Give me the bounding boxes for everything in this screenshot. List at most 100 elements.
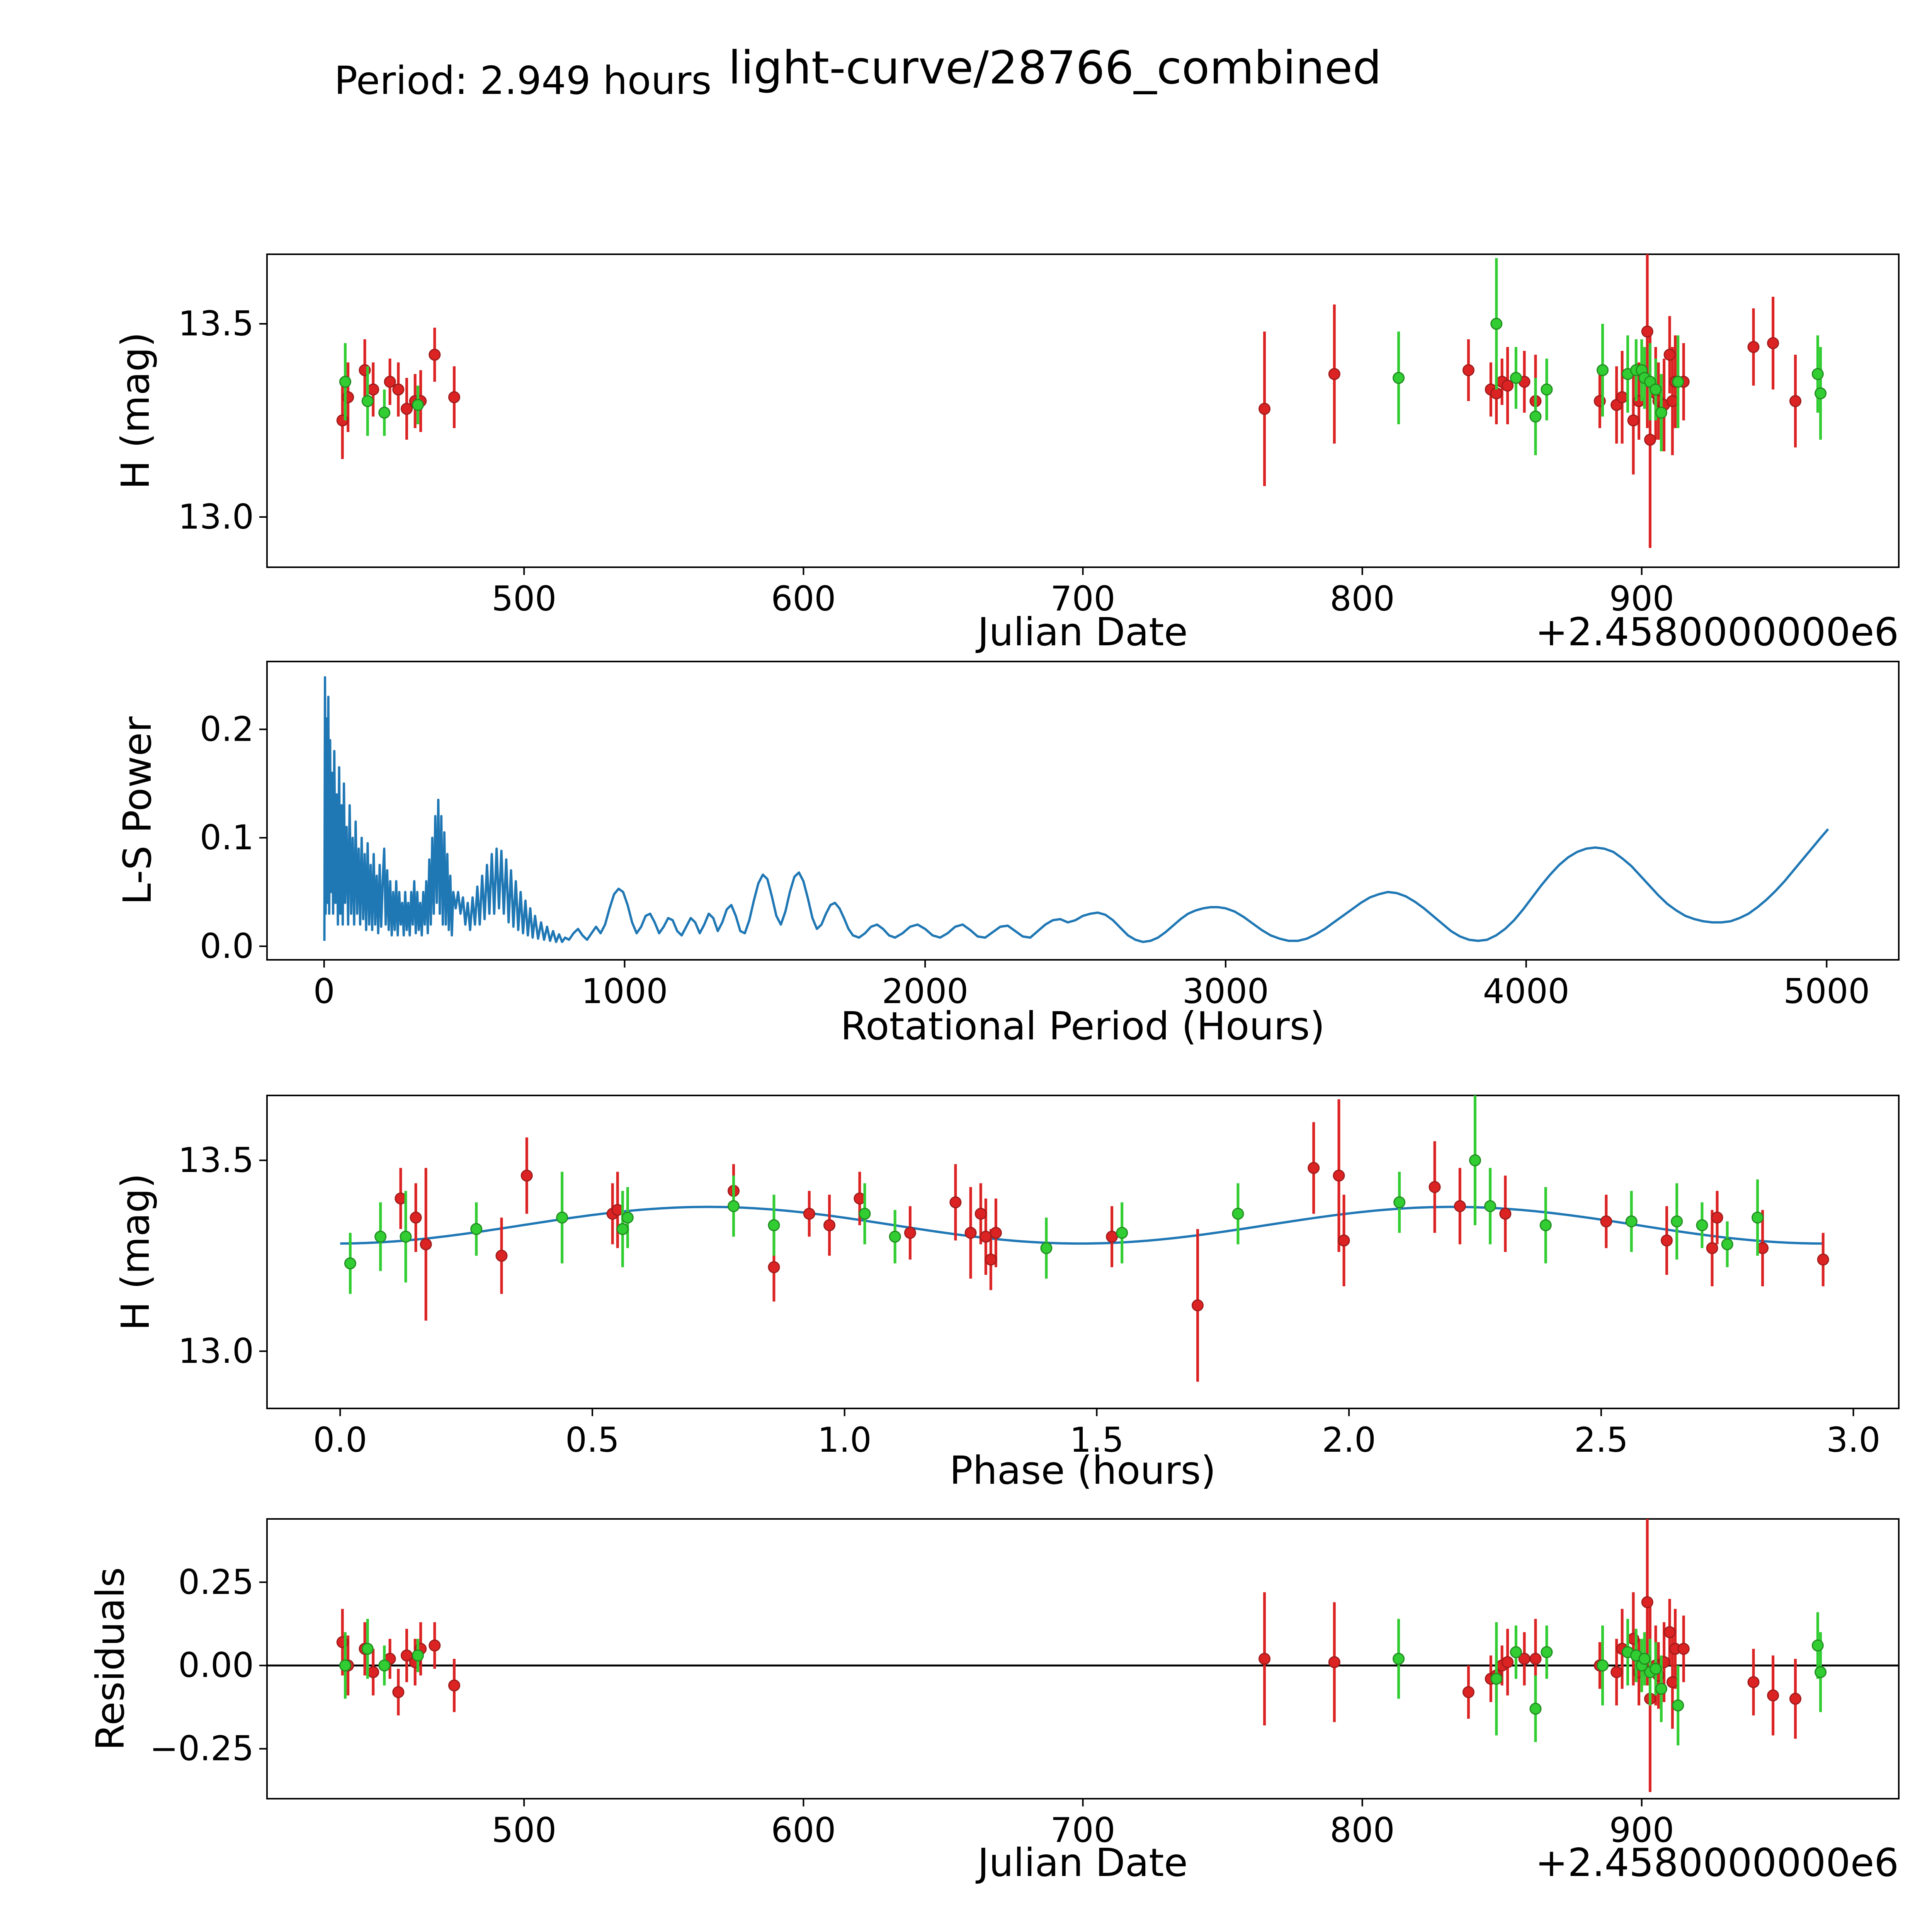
red-data-point bbox=[1600, 1215, 1612, 1228]
red-data-point bbox=[1338, 1234, 1350, 1247]
red-data-point bbox=[1611, 1666, 1623, 1678]
red-data-point bbox=[1490, 387, 1503, 400]
x-tick-label: 1.0 bbox=[818, 1420, 872, 1460]
x-tick-label: 4000 bbox=[1483, 971, 1570, 1011]
green-data-point bbox=[1655, 406, 1667, 419]
green-data-point bbox=[1625, 1215, 1638, 1228]
y-tick-label: 0.00 bbox=[178, 1645, 254, 1685]
x-tick-label: 900 bbox=[1609, 1810, 1674, 1850]
x-offset-label-bottom: +2.4580000000e6 bbox=[1535, 1840, 1899, 1885]
red-data-point bbox=[964, 1227, 977, 1239]
red-data-point bbox=[1462, 364, 1475, 376]
x-tick-label: 0.5 bbox=[565, 1420, 619, 1460]
red-data-point bbox=[1259, 403, 1271, 415]
x-tick-label: 2.0 bbox=[1322, 1420, 1376, 1460]
red-data-point bbox=[1529, 1653, 1542, 1665]
x-tick-label: 3000 bbox=[1182, 971, 1269, 1011]
period-annotation: Period: 2.949 hours bbox=[334, 58, 712, 103]
red-data-point bbox=[1767, 1689, 1779, 1702]
red-data-point bbox=[1429, 1181, 1441, 1193]
red-data-point bbox=[1677, 1643, 1690, 1655]
red-data-point bbox=[384, 376, 396, 388]
green-data-point bbox=[728, 1200, 740, 1212]
red-data-point bbox=[1789, 395, 1801, 407]
red-data-point bbox=[949, 1196, 962, 1209]
red-data-point bbox=[980, 1230, 992, 1243]
green-data-point bbox=[1484, 1200, 1497, 1212]
green-data-point bbox=[339, 1659, 351, 1672]
green-data-point bbox=[1811, 368, 1824, 380]
red-data-point bbox=[1462, 1686, 1475, 1698]
green-data-point bbox=[889, 1230, 901, 1243]
green-data-point bbox=[1672, 1699, 1684, 1712]
red-data-point bbox=[429, 349, 441, 361]
green-data-point bbox=[1650, 383, 1662, 396]
xlabel-rotational-period: Rotational Period (Hours) bbox=[840, 1003, 1325, 1049]
red-data-point bbox=[1666, 395, 1679, 407]
red-data-point bbox=[1502, 379, 1514, 392]
x-tick-label: 500 bbox=[492, 1810, 556, 1850]
red-data-point bbox=[975, 1208, 987, 1220]
red-data-point bbox=[1644, 434, 1656, 446]
red-data-point bbox=[367, 383, 379, 396]
red-data-point bbox=[448, 1679, 460, 1692]
red-data-point bbox=[1641, 325, 1653, 338]
green-data-point bbox=[1751, 1211, 1764, 1224]
green-data-point bbox=[1393, 1653, 1405, 1665]
green-data-point bbox=[1596, 364, 1609, 376]
x-tick-label: 600 bbox=[771, 579, 836, 619]
subplot-phase-fold: 0.0 0.5 1.0 1.5 2.0 2.5 3.0 13.0 13.5 bbox=[178, 1095, 1900, 1460]
x-tick-label: 2000 bbox=[882, 971, 968, 1011]
green-data-point bbox=[1671, 1215, 1683, 1228]
red-data-point bbox=[1328, 368, 1340, 380]
green-data-point bbox=[1510, 1646, 1522, 1658]
green-data-point bbox=[1541, 1646, 1553, 1658]
red-data-point bbox=[392, 1686, 405, 1698]
y-tick-label: 0.2 bbox=[200, 709, 254, 749]
green-data-point bbox=[616, 1223, 629, 1235]
green-data-point bbox=[400, 1230, 412, 1243]
green-data-point bbox=[1815, 1666, 1827, 1678]
red-data-point bbox=[520, 1169, 533, 1182]
red-data-point bbox=[429, 1639, 441, 1652]
x-tick-label: 1.5 bbox=[1070, 1420, 1124, 1460]
green-data-point bbox=[378, 1659, 391, 1672]
red-data-point bbox=[401, 403, 413, 415]
y-tick-label: 0.1 bbox=[200, 818, 254, 857]
red-data-point bbox=[1663, 1626, 1676, 1638]
green-data-point bbox=[1672, 376, 1684, 388]
ylabel-ls-power: L-S Power bbox=[115, 716, 160, 905]
red-data-point bbox=[410, 1211, 422, 1224]
green-data-point bbox=[1596, 1659, 1609, 1672]
green-data-point bbox=[1696, 1219, 1708, 1231]
green-data-point bbox=[1469, 1154, 1481, 1167]
green-data-point bbox=[412, 399, 424, 411]
subplot-lightcurve: 500 600 700 800 900 13.0 13.5 bbox=[178, 253, 1900, 619]
green-data-point bbox=[470, 1223, 483, 1235]
green-data-point bbox=[374, 1230, 387, 1243]
red-data-point bbox=[803, 1208, 815, 1220]
red-data-point bbox=[823, 1219, 836, 1231]
green-data-point bbox=[1490, 1673, 1503, 1685]
subplot-periodogram: 0 1000 2000 3000 4000 5000 0.0 0.1 0.2 bbox=[200, 661, 1900, 1011]
green-data-point bbox=[1655, 1683, 1667, 1695]
green-data-point bbox=[1393, 372, 1405, 384]
red-data-point bbox=[1627, 414, 1639, 427]
green-data-point bbox=[378, 406, 391, 419]
ylabel-h-mag-phase: H (mag) bbox=[113, 1173, 158, 1330]
figure-title: light-curve/28766_combined bbox=[728, 41, 1382, 94]
x-tick-label: 700 bbox=[1051, 579, 1116, 619]
ylabel-h-mag-top: H (mag) bbox=[113, 332, 158, 489]
xlabel-julian-date-bottom: Julian Date bbox=[975, 1840, 1188, 1885]
x-offset-label-top: +2.4580000000e6 bbox=[1535, 609, 1899, 655]
red-data-point bbox=[1308, 1162, 1320, 1174]
x-tick-label: 2.5 bbox=[1574, 1420, 1628, 1460]
green-data-point bbox=[1721, 1238, 1733, 1250]
red-data-point bbox=[990, 1227, 1002, 1239]
red-data-point bbox=[1747, 341, 1760, 353]
red-data-point bbox=[985, 1253, 997, 1266]
green-data-point bbox=[621, 1211, 634, 1224]
red-data-point bbox=[367, 1666, 379, 1678]
